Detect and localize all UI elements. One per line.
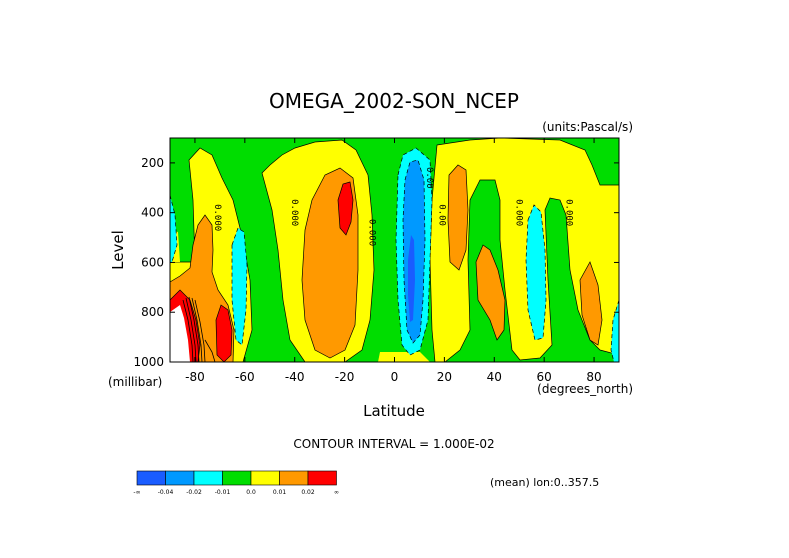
colorbar: -∞ -0.04 -0.02 -0.01 0.0 0.01 0.02 ∞ xyxy=(133,470,339,496)
colorbar-label: -∞ xyxy=(133,489,140,496)
contour-label: 0.000 xyxy=(212,204,222,231)
y-tick-label: 600 xyxy=(141,255,164,269)
region-red-subtropic-s xyxy=(337,181,354,236)
colorbar-label: 0.0 xyxy=(246,489,256,496)
contour-labels: 0.000 0.000 0.000 0.00 0.00 0.000 0.000 xyxy=(212,167,574,246)
colorbar-swatch xyxy=(222,470,252,486)
contour-label: 0.000 xyxy=(289,199,299,226)
colorbar-label: ∞ xyxy=(334,489,339,496)
x-tick-label: 60 xyxy=(537,370,552,384)
contour-label: 0.00 xyxy=(424,167,434,189)
region-cyan-n55 xyxy=(525,204,547,341)
y-axis-label: Level xyxy=(109,230,127,270)
x-tick-label: 20 xyxy=(437,370,452,384)
contour-label: 0.000 xyxy=(564,199,574,226)
colorbar-swatch xyxy=(307,470,337,486)
contour-label: 0.00 xyxy=(436,204,446,226)
colorbar-swatch xyxy=(279,470,309,486)
x-tick-label: -20 xyxy=(335,370,355,384)
y-axis: 200 400 600 800 1000 xyxy=(133,156,619,369)
x-tick-label: 40 xyxy=(487,370,502,384)
units-label: (units:Pascal/s) xyxy=(542,120,633,134)
region-cyan-s60 xyxy=(231,227,248,346)
mean-info-text: (mean) lon:0..357.5 xyxy=(490,476,599,489)
colorbar-swatch xyxy=(165,470,195,486)
contour-label: 0.000 xyxy=(514,199,524,226)
region-orange-n1 xyxy=(447,164,469,271)
region-cyan-east-edge xyxy=(610,299,619,362)
y-tick-label: 800 xyxy=(141,305,164,319)
x-axis-unit: (degrees_north) xyxy=(537,382,633,396)
colorbar-label: 0.02 xyxy=(301,489,315,496)
colorbar-label: -0.04 xyxy=(158,489,174,496)
x-tick-label: 80 xyxy=(586,370,601,384)
x-tick-label: 0 xyxy=(391,370,399,384)
region-missing-data xyxy=(170,305,190,362)
region-yellow-north xyxy=(429,138,619,362)
x-tick-label: -60 xyxy=(235,370,255,384)
region-darkblue-equator xyxy=(408,235,415,322)
colorbar-swatch xyxy=(193,470,223,486)
region-yellow-equator xyxy=(378,352,430,362)
y-tick-label: 1000 xyxy=(133,355,164,369)
y-tick-label: 400 xyxy=(141,206,164,220)
y-tick-label: 200 xyxy=(141,156,164,170)
colorbar-label: -0.02 xyxy=(186,489,202,496)
colorbar-swatch xyxy=(250,470,280,486)
region-cyan-west-edge xyxy=(170,194,178,263)
chart-title: OMEGA_2002-SON_NCEP xyxy=(269,89,519,113)
colorbar-label: -0.01 xyxy=(215,489,231,496)
y-axis-unit: (millibar) xyxy=(108,375,162,389)
region-orange-n2 xyxy=(475,244,506,341)
x-tick-label: -40 xyxy=(285,370,305,384)
colorbar-label: 0.01 xyxy=(273,489,287,496)
colorbar-swatch xyxy=(136,470,166,486)
contour-field xyxy=(170,138,619,362)
contour-label: 0.000 xyxy=(367,219,377,246)
region-red-polar-s2 xyxy=(215,304,233,362)
contour-interval-text: CONTOUR INTERVAL = 1.000E-02 xyxy=(293,437,494,451)
dense-contour-lines xyxy=(182,296,216,362)
x-tick-label: -80 xyxy=(185,370,205,384)
x-axis: -80 -60 -40 -20 0 20 40 60 80 xyxy=(185,138,602,384)
region-orange-n3 xyxy=(579,261,603,346)
x-axis-label: Latitude xyxy=(363,402,425,420)
